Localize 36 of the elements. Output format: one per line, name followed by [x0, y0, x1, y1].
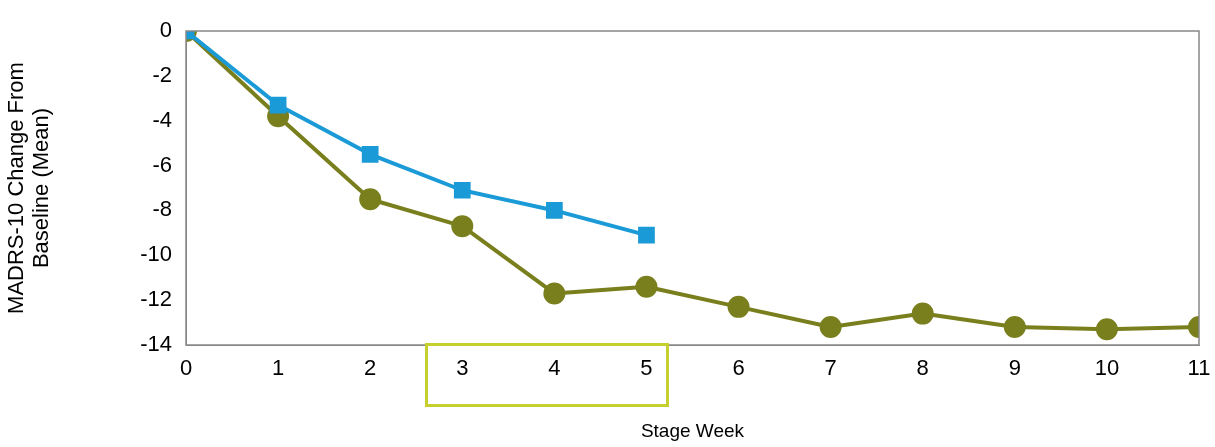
x-tick-label: 9	[1008, 355, 1021, 381]
y-tick-label: -6	[152, 151, 172, 177]
y-tick-label: -4	[152, 106, 172, 132]
y-tick-label: 0	[159, 17, 172, 43]
x-tick-label: 10	[1094, 355, 1120, 381]
x-tick-label: 4	[548, 355, 561, 381]
y-tick-label: -14	[140, 331, 172, 357]
y-tick-label: -2	[152, 61, 172, 87]
point	[727, 295, 750, 318]
x-tick-label: 7	[824, 355, 837, 381]
point	[359, 188, 382, 211]
x-tick-label: 3	[456, 355, 469, 381]
x-tick-label: 6	[732, 355, 745, 381]
x-tick-label: 8	[916, 355, 929, 381]
x-axis-title: Stage Week	[640, 419, 745, 441]
point	[451, 215, 474, 238]
point	[1003, 316, 1026, 339]
y-tick-label: -10	[140, 241, 172, 267]
point	[819, 316, 842, 339]
x-tick-label: 2	[364, 355, 377, 381]
point	[546, 202, 563, 219]
point	[635, 275, 658, 298]
y-axis-title: MADRS-10 Change From Baseline (Mean)	[2, 62, 54, 314]
point	[361, 145, 379, 163]
y-tick-label: -8	[152, 196, 172, 222]
point	[269, 96, 287, 114]
x-tick-label: 11	[1187, 355, 1211, 381]
point	[638, 226, 655, 244]
point	[543, 282, 566, 305]
x-tick-label: 5	[640, 355, 653, 381]
point	[1095, 318, 1118, 341]
point	[911, 302, 934, 325]
y-tick-label: -12	[140, 286, 172, 312]
point	[453, 181, 471, 199]
x-tick-label: 1	[271, 355, 285, 381]
x-tick-label: 0	[179, 355, 193, 381]
